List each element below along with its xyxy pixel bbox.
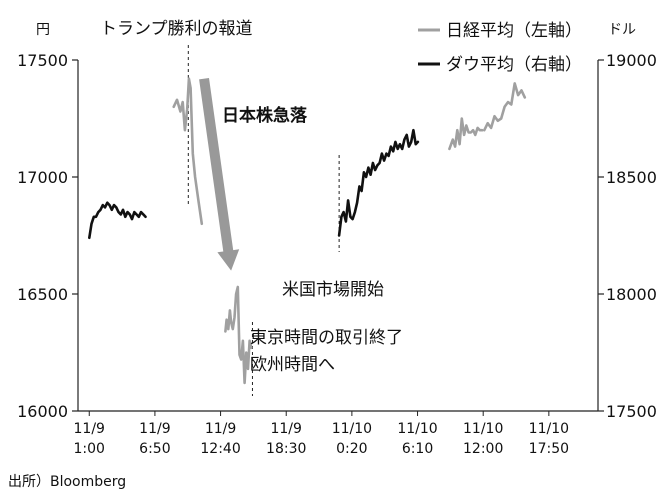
right-tick-label: 17500 [606, 402, 657, 421]
nikkei-series-segment-2 [448, 117, 484, 151]
x-tick-label-date: 11/10 [397, 421, 437, 437]
series-layer [88, 77, 527, 385]
x-tick-label-time: 12:40 [200, 441, 240, 457]
x-tick-label-time: 6:50 [139, 441, 170, 457]
right-tick-label: 18000 [606, 285, 657, 304]
annotation-us-open: 米国市場開始 [282, 280, 384, 300]
x-tick-label-time: 12:00 [463, 441, 503, 457]
dow-series-segment-1 [337, 128, 420, 237]
plunge-arrow-shape [199, 78, 240, 271]
right-axis-unit: ドル [608, 22, 636, 38]
x-tick-label-date: 11/9 [139, 421, 170, 437]
nikkei-series-segment-1 [224, 285, 253, 385]
left-axis-ticks: 16000 16500 17000 17500 [17, 51, 78, 421]
left-tick-label: 16500 [17, 285, 68, 304]
x-tick-label-date: 11/9 [205, 421, 236, 437]
source-note: 出所）Bloomberg [8, 474, 126, 490]
annotation-tokyo-close-line1: 東京時間の取引終了 [250, 328, 403, 348]
x-tick-label-time: 18:30 [266, 441, 306, 457]
right-axis-ticks: 17500 18000 18500 19000 [598, 51, 657, 421]
annotation-nikkei-plunge: 日本株急落 [222, 105, 308, 126]
x-tick-label-time: 17:50 [529, 441, 569, 457]
right-tick-label: 19000 [606, 51, 657, 70]
x-tick-label-date: 11/9 [74, 421, 105, 437]
annotation-tokyo-close-line2: 欧州時間へ [250, 355, 335, 375]
left-tick-label: 17500 [17, 51, 68, 70]
legend-label-dow: ダウ平均（右軸） [446, 55, 582, 75]
left-tick-label: 16000 [17, 402, 68, 421]
x-tick-label-date: 11/9 [270, 421, 301, 437]
nikkei-series-segment-0 [172, 77, 204, 226]
right-tick-label: 18500 [606, 168, 657, 187]
dow-series-segment-0 [88, 201, 147, 240]
annotation-trump-victory: トランプ勝利の報道 [100, 19, 253, 39]
x-tick-label-date: 11/10 [332, 421, 372, 437]
x-axis-ticks: 11/9 1:00 11/9 6:50 11/9 12:40 11/9 18:30 11/10 0… [74, 411, 569, 457]
x-tick-label-time: 6:10 [402, 441, 433, 457]
legend-label-nikkei: 日経平均（左軸） [446, 21, 582, 41]
x-tick-label-time: 1:00 [74, 441, 105, 457]
nikkei-series-segment-3 [482, 82, 527, 132]
x-tick-label-date: 11/10 [463, 421, 503, 437]
left-axis-unit: 円 [36, 22, 50, 38]
x-tick-label-date: 11/10 [529, 421, 569, 437]
plunge-arrow [199, 78, 240, 271]
left-tick-label: 17000 [17, 168, 68, 187]
legend: 日経平均（左軸） ダウ平均（右軸） [418, 21, 582, 75]
x-tick-label-time: 0:20 [336, 441, 367, 457]
